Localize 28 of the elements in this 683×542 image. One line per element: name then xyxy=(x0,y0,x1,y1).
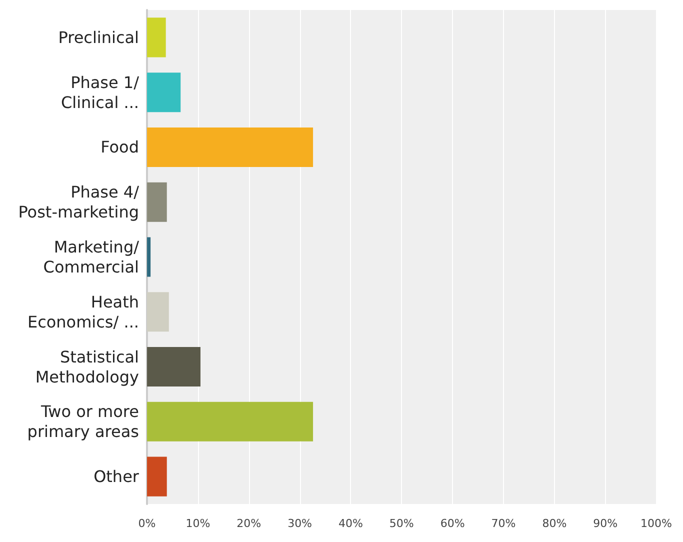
y-tick-label: Heath Economics/ ... xyxy=(27,292,139,332)
x-tick-label: 50% xyxy=(389,517,414,530)
bar xyxy=(147,402,314,442)
y-tick-label: Marketing/ Commercial xyxy=(43,238,140,276)
x-tick-label: 20% xyxy=(236,517,262,530)
x-tick-label: 80% xyxy=(542,517,567,530)
y-tick-label: Phase 4/ Post-marketing xyxy=(18,182,140,222)
x-tick-label: 10% xyxy=(186,517,210,530)
bar xyxy=(147,18,166,58)
y-tick-label: Two or more primary areas xyxy=(27,402,139,442)
x-tick-label: 30% xyxy=(288,517,312,530)
bar xyxy=(147,127,314,167)
x-tick-label: 0% xyxy=(138,517,156,530)
bar xyxy=(147,182,167,222)
y-tick-label: Other xyxy=(94,467,140,486)
y-tick-label: Phase 1/ Clinical ... xyxy=(60,72,140,112)
y-tick-label: Food xyxy=(100,138,139,157)
bar xyxy=(147,237,151,277)
x-tick-label: 90% xyxy=(593,517,618,530)
bar xyxy=(147,347,200,387)
x-tick-label: 60% xyxy=(440,517,465,530)
y-tick-label: Statistical Methodology xyxy=(35,347,139,386)
bar xyxy=(147,72,181,112)
x-tick-label: 40% xyxy=(338,517,363,530)
bar xyxy=(147,456,167,496)
x-tick-label: 70% xyxy=(491,517,516,530)
y-tick-label: Preclinical xyxy=(58,28,139,47)
x-tick-label: 100% xyxy=(640,517,672,530)
